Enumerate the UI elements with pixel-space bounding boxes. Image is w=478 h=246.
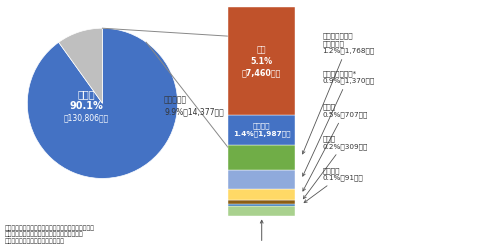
Text: 事業所
0.2%（309人）: 事業所 0.2%（309人） bbox=[304, 136, 368, 199]
Text: 9.9%（14,377人）: 9.9%（14,377人） bbox=[164, 108, 224, 117]
Text: 診療所: 診療所 bbox=[77, 89, 95, 99]
Text: 病院
5.1%
（7,460人）: 病院 5.1% （7,460人） bbox=[242, 45, 282, 77]
Bar bbox=[228, 7, 295, 115]
Text: （130,806人）: （130,806人） bbox=[63, 114, 109, 123]
Text: 市区町村
1.4%（1,987人）: 市区町村 1.4%（1,987人） bbox=[233, 123, 291, 137]
Text: 90.1%: 90.1% bbox=[69, 101, 103, 111]
Text: 都道府県
0.1%（91人）: 都道府県 0.1%（91人） bbox=[304, 167, 363, 203]
Wedge shape bbox=[27, 28, 177, 178]
Text: 保健所
0.5%（707人）: 保健所 0.5%（707人） bbox=[303, 104, 368, 191]
Wedge shape bbox=[59, 28, 102, 103]
Bar bbox=[228, 200, 295, 204]
Bar bbox=[228, 206, 295, 216]
Text: 介護保険施設等*
0.9%（1,370人）: 介護保険施設等* 0.9%（1,370人） bbox=[303, 70, 375, 176]
Bar bbox=[228, 170, 295, 189]
Bar bbox=[228, 115, 295, 145]
Text: ＊「介護保険施設等」とは、「介護老人保健施設」、
「介護医療院」、「指定介護老人福祉施設」、
「居宅介護支援事業所」等をいう。: ＊「介護保険施設等」とは、「介護老人保健施設」、 「介護医療院」、「指定介護老人… bbox=[5, 225, 95, 244]
Text: その他
0.5%
（685人）: その他 0.5% （685人） bbox=[249, 220, 275, 246]
Bar bbox=[228, 204, 295, 206]
Text: 診療所以外: 診療所以外 bbox=[164, 95, 187, 104]
Bar bbox=[228, 189, 295, 200]
Text: 歯科衛生士学校
又は養成所
1.2%（1,768人）: 歯科衛生士学校 又は養成所 1.2%（1,768人） bbox=[303, 32, 375, 154]
Bar bbox=[228, 145, 295, 170]
